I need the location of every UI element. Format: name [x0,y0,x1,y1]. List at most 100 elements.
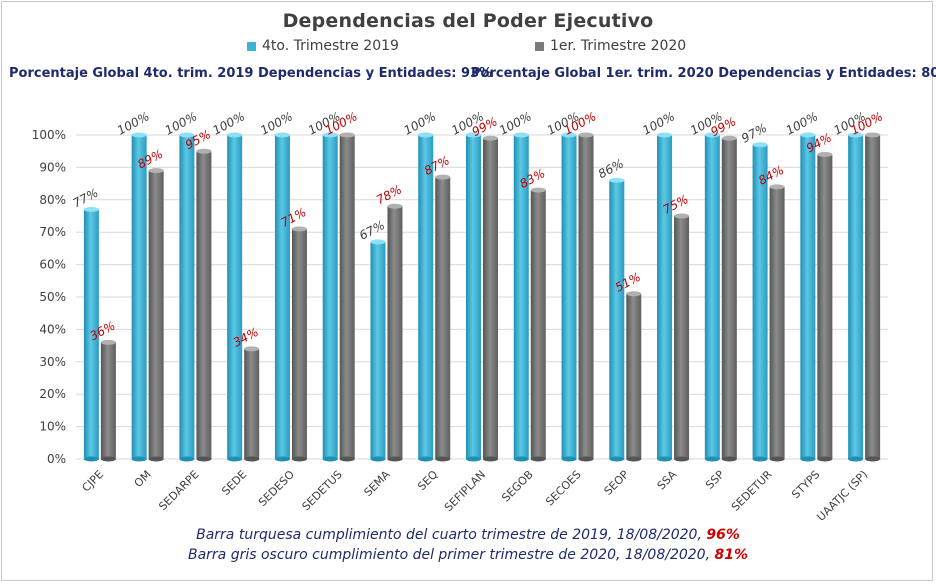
bar-cap [196,148,212,154]
bar-base [752,456,768,462]
bar-base [704,456,720,462]
x-tick-label: SEQ [415,468,440,493]
y-tick-label: 100% [32,128,66,142]
bar-2019 [418,135,434,459]
bar-2020 [196,151,212,459]
bar-base [865,456,881,462]
x-tick-label: CJPE [79,468,106,495]
bar-base [418,456,434,462]
bar-2020 [387,206,403,459]
bar-base [530,456,546,462]
global-percentage-2020: Porcentaje Global 1er. trim. 2020 Depend… [471,66,936,81]
bar-base [466,456,481,462]
bar-cap [100,339,116,345]
y-tick-label: 30% [39,355,66,369]
y-tick-label: 60% [39,258,66,272]
bar-2020 [530,190,546,459]
bar-cap [244,346,260,352]
bar-cap [435,174,451,180]
y-tick-label: 80% [39,193,66,207]
bar-2020 [578,135,594,459]
y-tick-label: 40% [39,322,66,336]
bar-cap [148,168,164,174]
bar-2020 [435,177,451,459]
data-label: 100% [401,109,438,137]
bar-base [561,456,577,462]
bar-cap [179,132,195,138]
chart-title: Dependencias del Poder Ejecutivo [282,10,654,32]
bar-cap [848,132,864,138]
bar-base [513,456,529,462]
bar-2020 [721,138,737,460]
bar-cap [370,239,386,245]
legend-item-2019: 4to. Trimestre 2019 [247,38,399,54]
bar-2019 [179,135,195,459]
bar-base [322,456,338,462]
bar-2019 [370,241,386,459]
bar-2020 [483,138,498,460]
bar-base [370,456,386,462]
y-tick-label: 0% [47,452,66,466]
bar-cap [466,132,481,138]
bar-base [817,456,833,462]
data-label: 97% [739,121,769,146]
bar-2020 [339,135,355,459]
bar-cap [578,132,594,138]
bar-base [131,456,147,462]
legend-item-2020: 1er. Trimestre 2020 [535,38,686,54]
bar-base [274,456,290,462]
bar-base [769,456,785,462]
bar-base [609,456,625,462]
bar-2019 [704,135,720,459]
x-tick-label: SEFIPLAN [442,468,488,514]
x-tick-label: SEDESO [256,468,297,509]
data-label: 78% [374,182,404,207]
data-label: 67% [357,218,387,243]
bar-2020 [244,348,260,459]
bar-cap [657,132,673,138]
bar-cap [721,135,737,141]
y-tick-label: 70% [39,225,66,239]
x-tick-label: SEOP [602,468,632,498]
x-tick-label: SEDARPE [156,468,201,513]
bar-2020 [626,293,642,459]
bar-2019 [752,144,768,459]
data-label: 100% [258,109,295,137]
legend-label-2019: 4to. Trimestre 2019 [262,38,399,54]
bar-cap [83,207,99,213]
x-tick-label: UAATJC (SP) [814,468,870,524]
bar-cap [769,184,785,190]
bar-cap [530,187,546,193]
bar-base [800,456,816,462]
bar-base [196,456,212,462]
x-tick-label: SEMA [362,468,393,499]
legend-label-2020: 1er. Trimestre 2020 [550,38,687,54]
bar-base [339,456,355,462]
bar-cap [817,151,833,157]
data-label: 100% [784,109,821,137]
bar-2019 [274,135,290,459]
bar-base [721,456,737,462]
x-tick-label: SSA [655,468,680,493]
bar-base [626,456,642,462]
y-tick-label: 90% [39,160,66,174]
bar-2019 [800,135,816,459]
x-tick-label: SEDE [219,468,249,498]
bar-base [291,456,307,462]
bar-2019 [657,135,673,459]
bar-base [435,456,451,462]
data-label: 77% [70,186,100,211]
data-label: 100% [210,109,247,137]
bar-2020 [148,170,164,459]
bar-base [100,456,116,462]
x-tick-label: SSP [703,468,727,492]
footnote-2019-text: Barra turquesa cumplimiento del cuarto t… [196,527,702,543]
x-tick-label: SEDETUR [729,468,775,514]
footnote-2020: Barra gris oscuro cumplimiento del prime… [0,547,936,563]
bar-cap [274,132,290,138]
data-label: 95% [183,127,213,152]
bar-2020 [291,228,307,459]
bar-2020 [865,135,881,459]
bar-2020 [674,216,690,459]
